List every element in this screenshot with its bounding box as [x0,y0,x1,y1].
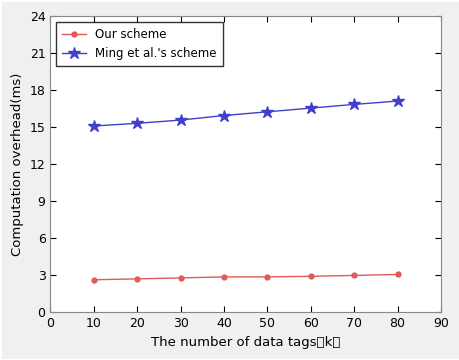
Line: Our scheme: Our scheme [91,272,399,282]
Our scheme [394,272,399,276]
Our scheme [308,274,313,278]
Line: Ming et al.'s scheme: Ming et al.'s scheme [87,95,403,132]
Our scheme [134,277,140,281]
Our scheme [351,273,356,278]
Ming et al.'s scheme [91,124,96,128]
Ming et al.'s scheme [308,106,313,110]
Ming et al.'s scheme [134,121,140,125]
Ming et al.'s scheme [264,110,269,114]
Y-axis label: Computation overhead(ms): Computation overhead(ms) [11,73,24,256]
Our scheme [264,275,269,279]
Ming et al.'s scheme [178,118,183,122]
Ming et al.'s scheme [221,113,226,118]
X-axis label: The number of data tags（k）: The number of data tags（k） [151,336,340,349]
Legend: Our scheme, Ming et al.'s scheme: Our scheme, Ming et al.'s scheme [56,22,222,66]
Ming et al.'s scheme [351,102,356,107]
Our scheme [91,278,96,282]
Our scheme [221,275,226,279]
Our scheme [178,276,183,280]
Ming et al.'s scheme [394,99,399,103]
